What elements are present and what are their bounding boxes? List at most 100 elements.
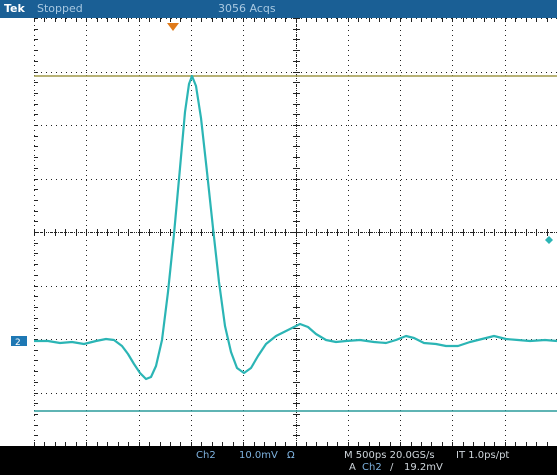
grid-dot: [521, 393, 522, 394]
grid-dot: [300, 232, 301, 233]
grid-dot: [501, 339, 502, 340]
grid-dot: [161, 179, 162, 180]
grid-dot: [81, 72, 82, 73]
grid-dot: [86, 345, 87, 346]
grid-dot: [66, 339, 67, 340]
grid-dot: [421, 393, 422, 394]
grid-dot: [296, 155, 297, 156]
grid-dot: [216, 18, 217, 19]
grid-dot: [501, 125, 502, 126]
grid-dot: [348, 350, 349, 351]
grid-dot: [261, 339, 262, 340]
grid-dot: [296, 174, 297, 175]
grid-dot: [330, 232, 331, 233]
grid-dot: [34, 157, 38, 158]
grid-dot: [396, 72, 397, 73]
grid-dot: [400, 65, 401, 66]
grid-dot: [97, 442, 98, 446]
grid-dot: [196, 72, 197, 73]
grid-dot: [254, 18, 255, 22]
grid-dot: [106, 72, 107, 73]
grid-dot: [505, 160, 506, 161]
grid-dot: [296, 256, 297, 257]
grid-dot: [296, 224, 297, 225]
grid-dot: [243, 420, 244, 421]
grid-dot: [196, 393, 197, 394]
grid-dot: [243, 140, 244, 141]
grid-dot: [516, 125, 517, 126]
grid-dot: [521, 286, 522, 287]
grid-dot: [86, 260, 87, 261]
grid-dot: [521, 72, 522, 73]
trigger-position-marker: [167, 23, 179, 31]
grid-dot: [452, 310, 453, 311]
grid-dot: [388, 232, 389, 233]
grid-dot: [161, 232, 162, 233]
grid-dot: [243, 442, 244, 446]
grid-dot: [226, 125, 227, 126]
grid-dot: [34, 39, 38, 40]
grid-dot: [356, 286, 357, 287]
grid-dot: [491, 72, 492, 73]
grid-dot: [301, 18, 302, 19]
grid-dot: [538, 232, 539, 233]
grid-dot: [505, 325, 506, 326]
grid-dot: [438, 232, 439, 233]
grid-dot: [86, 385, 87, 386]
grid-dot: [296, 226, 297, 227]
grid-dot: [34, 179, 38, 180]
grid-dot: [505, 40, 506, 41]
grid-dot: [256, 339, 257, 340]
grid-dot: [522, 232, 523, 233]
grid-dot: [426, 125, 427, 126]
grid-dot: [243, 405, 244, 406]
grid-dot: [296, 138, 297, 139]
grid-dot: [181, 286, 182, 287]
grid-dot: [421, 72, 422, 73]
grid-dot: [291, 339, 292, 340]
grid-dot: [191, 225, 192, 226]
grid-dot: [211, 18, 212, 19]
grid-dot: [348, 120, 349, 121]
grid-dot: [146, 232, 147, 233]
grid-dot: [452, 135, 453, 136]
grid-dot: [296, 426, 297, 427]
grid-dot: [348, 295, 349, 296]
grid-dot: [34, 240, 35, 241]
grid-dot: [370, 232, 371, 233]
grid-dot: [46, 18, 47, 19]
grid-dot: [400, 205, 401, 206]
grid-dot: [400, 295, 401, 296]
grid-dot: [61, 232, 62, 233]
grid-dot: [86, 380, 87, 381]
grid-dot: [234, 232, 235, 233]
grid-dot: [81, 232, 82, 233]
grid-dot: [296, 130, 297, 131]
grid-dot: [66, 286, 67, 287]
grid-dot: [34, 325, 35, 326]
grid-dot: [191, 205, 192, 206]
grid-dot: [296, 68, 297, 69]
grid-dot: [221, 179, 222, 180]
grid-dot: [161, 18, 162, 19]
grid-dot: [336, 232, 337, 233]
grid-dot: [221, 72, 222, 73]
grid-dot: [191, 355, 192, 356]
grid-dot: [181, 179, 182, 180]
grid-dot: [139, 240, 140, 241]
grid-dot: [456, 393, 457, 394]
grid-dot: [348, 345, 349, 346]
grid-dot: [506, 286, 507, 287]
grid-dot: [34, 245, 35, 246]
grid-dot: [286, 393, 287, 394]
grid-dot: [348, 85, 349, 86]
grid-dot: [51, 179, 52, 180]
grid-dot: [521, 232, 522, 233]
grid-dot: [406, 393, 407, 394]
grid-dot: [456, 286, 457, 287]
grid-dot: [188, 232, 189, 233]
grid-dot: [216, 286, 217, 287]
grid-dot: [139, 85, 140, 86]
grid-dot: [281, 125, 282, 126]
grid-dot: [46, 179, 47, 180]
